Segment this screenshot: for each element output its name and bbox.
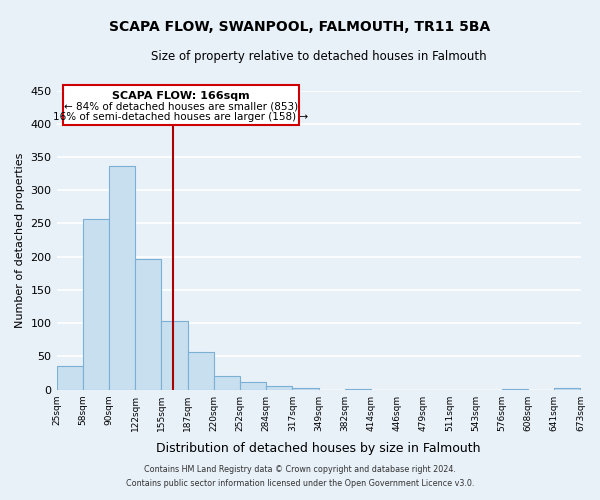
- Bar: [83, 220, 109, 390]
- Bar: [188, 352, 214, 390]
- Bar: [109, 166, 135, 390]
- Title: Size of property relative to detached houses in Falmouth: Size of property relative to detached ho…: [151, 50, 487, 63]
- Bar: [240, 382, 266, 390]
- Bar: [56, 366, 83, 390]
- Bar: [135, 258, 161, 390]
- Bar: [292, 388, 319, 390]
- Text: 16% of semi-detached houses are larger (158) →: 16% of semi-detached houses are larger (…: [53, 112, 308, 122]
- Bar: [554, 388, 580, 390]
- Bar: [161, 320, 188, 390]
- Text: SCAPA FLOW: 166sqm: SCAPA FLOW: 166sqm: [112, 90, 250, 101]
- FancyBboxPatch shape: [63, 85, 299, 125]
- X-axis label: Distribution of detached houses by size in Falmouth: Distribution of detached houses by size …: [156, 442, 481, 455]
- Bar: [345, 389, 371, 390]
- Y-axis label: Number of detached properties: Number of detached properties: [15, 152, 25, 328]
- Text: ← 84% of detached houses are smaller (853): ← 84% of detached houses are smaller (85…: [64, 101, 298, 111]
- Bar: [266, 386, 292, 390]
- Bar: [214, 376, 240, 390]
- Text: SCAPA FLOW, SWANPOOL, FALMOUTH, TR11 5BA: SCAPA FLOW, SWANPOOL, FALMOUTH, TR11 5BA: [109, 20, 491, 34]
- Text: Contains HM Land Registry data © Crown copyright and database right 2024.
Contai: Contains HM Land Registry data © Crown c…: [126, 466, 474, 487]
- Bar: [502, 389, 528, 390]
